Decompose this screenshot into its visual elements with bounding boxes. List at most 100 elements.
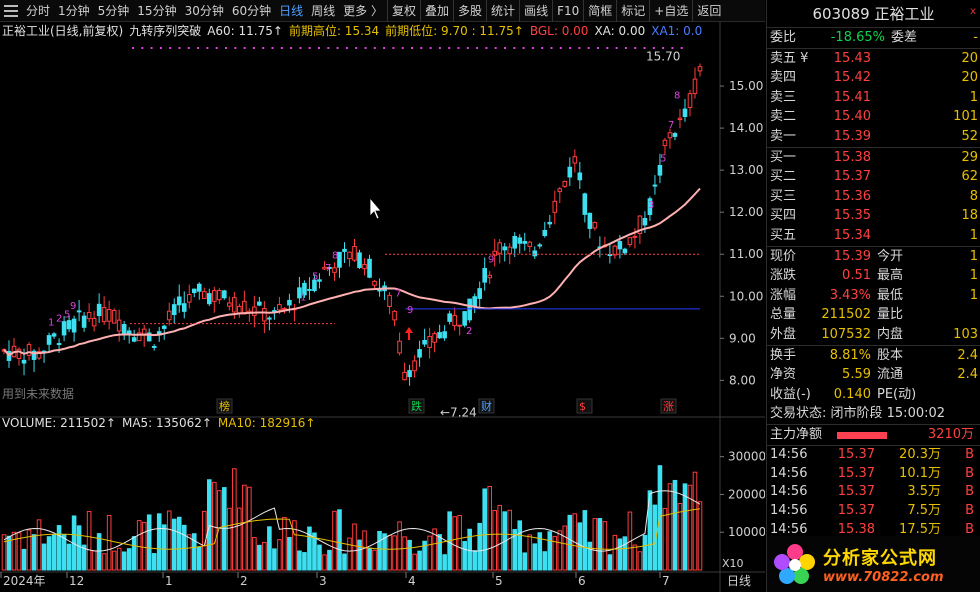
tab-daily[interactable]: 日线 bbox=[279, 3, 304, 18]
stats-label: 收益(-) bbox=[770, 386, 811, 402]
tick-row: 14:56 15.37 20.3万 B bbox=[767, 446, 980, 465]
stats-button[interactable]: 统计 bbox=[486, 0, 519, 22]
tab-60min[interactable]: 60分钟 bbox=[231, 3, 272, 18]
bid-row[interactable]: 买三 15.36 8 bbox=[767, 187, 980, 207]
volume-bar bbox=[432, 528, 437, 571]
candle-body bbox=[422, 340, 427, 345]
tab-1min[interactable]: 1分钟 bbox=[58, 3, 90, 18]
tab-fenshi[interactable]: 分时 bbox=[26, 3, 51, 18]
back-button[interactable]: 返回 bbox=[692, 0, 725, 22]
volume-bar bbox=[352, 523, 357, 571]
indicator-name[interactable]: 九转序列突破 bbox=[129, 24, 202, 38]
signal-dot bbox=[392, 47, 395, 49]
indicator-info-line: 正裕工业(日线,前复权) 九转序列突破 A60: 11.75↑ 前期高位: 15… bbox=[0, 22, 765, 40]
mark-button[interactable]: 标记 bbox=[616, 0, 649, 22]
signal-dot bbox=[178, 47, 181, 49]
sequence-digit: 5 bbox=[660, 154, 666, 165]
volume-bar bbox=[146, 514, 152, 571]
sequence-digit: 9 bbox=[407, 305, 413, 316]
volume-bar bbox=[507, 509, 513, 571]
candle-body bbox=[297, 287, 302, 299]
event-marker-label: 榜 bbox=[219, 399, 230, 413]
ma10-value: MA10: 182916↑ bbox=[217, 416, 316, 430]
tab-more[interactable]: 更多 〉 bbox=[343, 3, 383, 18]
sequence-digit: 7 bbox=[395, 288, 401, 299]
candle-body bbox=[257, 301, 262, 306]
volume-bar bbox=[342, 553, 347, 571]
signal-dot bbox=[624, 47, 627, 49]
fuquan-button[interactable]: 复权 bbox=[387, 0, 420, 22]
tick-volume: 20.3万 bbox=[899, 447, 941, 463]
signal-dot bbox=[150, 47, 153, 49]
ask-row[interactable]: 卖四 15.42 20 bbox=[767, 68, 980, 88]
ask-price: 15.40 bbox=[833, 109, 871, 125]
bid-row[interactable]: 买五 15.34 1 bbox=[767, 226, 980, 246]
stats-row: 收益(-) 0.140 PE(动) bbox=[767, 385, 980, 405]
candle-body bbox=[567, 166, 573, 178]
f10-button[interactable]: F10 bbox=[552, 0, 583, 22]
volume-bar bbox=[392, 535, 397, 571]
candle-body bbox=[397, 340, 402, 354]
kline-chart[interactable]: 15.00 14.00 13.00 12.00 11.00 10.00 9.00 8.00 30… bbox=[0, 22, 765, 592]
tab-30min[interactable]: 30分钟 bbox=[184, 3, 224, 18]
bid-row[interactable]: 买二 15.37 62 bbox=[767, 167, 980, 187]
ask-row[interactable]: 卖一 15.39 52 bbox=[767, 127, 980, 147]
candle-body bbox=[317, 279, 322, 282]
volume-bar bbox=[677, 502, 683, 571]
candle-body bbox=[482, 268, 487, 283]
signal-dot bbox=[215, 47, 218, 49]
signal-dot bbox=[262, 47, 265, 49]
tick-time: 14:56 bbox=[770, 447, 808, 463]
bid-row[interactable]: 买一 15.38 29 bbox=[767, 148, 980, 168]
candle-body bbox=[181, 303, 187, 312]
tick-list[interactable]: 14:56 15.37 20.3万 B 14:56 15.37 10.1万 B 14:56 15.… bbox=[767, 446, 980, 539]
bid-price: 15.36 bbox=[833, 188, 871, 204]
volume-bar bbox=[472, 550, 477, 571]
volume-axis-label: 10000 bbox=[728, 525, 765, 539]
candle-body bbox=[222, 290, 227, 299]
volume-bar bbox=[277, 539, 282, 571]
candle-body bbox=[186, 294, 192, 303]
ask-row[interactable]: 卖二 15.40 101 bbox=[767, 107, 980, 127]
bid-row[interactable]: 买四 15.35 18 bbox=[767, 206, 980, 226]
candle-body bbox=[131, 337, 137, 342]
volume-bar bbox=[542, 551, 548, 571]
tab-15min[interactable]: 15分钟 bbox=[137, 3, 177, 18]
tab-weekly[interactable]: 周线 bbox=[311, 3, 336, 18]
signal-dot bbox=[643, 47, 646, 49]
candle-body bbox=[542, 230, 548, 236]
volume-bar bbox=[141, 521, 147, 571]
quote-label: 涨幅 bbox=[770, 287, 797, 303]
draw-line-button[interactable]: 画线 bbox=[519, 0, 552, 22]
candle-body bbox=[692, 78, 698, 94]
tab-5min[interactable]: 5分钟 bbox=[97, 3, 130, 18]
candle-body bbox=[677, 117, 683, 121]
simple-frame-button[interactable]: 简框 bbox=[583, 0, 616, 22]
kline-chart-area[interactable]: 15.00 14.00 13.00 12.00 11.00 10.00 9.00 8.00 30… bbox=[0, 22, 765, 592]
overlay-button[interactable]: 叠加 bbox=[420, 0, 453, 22]
volume-bar bbox=[487, 486, 492, 571]
close-icon[interactable]: x bbox=[970, 6, 976, 17]
volume-bar bbox=[692, 471, 698, 571]
volume-info-line: VOLUME: 211502↑ MA5: 135062↑ MA10: 18291… bbox=[0, 414, 720, 432]
sequence-digit: 3 bbox=[648, 200, 654, 211]
ma-line bbox=[3, 187, 701, 357]
volume-bar bbox=[567, 514, 573, 571]
signal-dot bbox=[615, 47, 618, 49]
candle-body bbox=[632, 235, 638, 238]
volume-bar bbox=[191, 533, 197, 571]
menu-icon[interactable] bbox=[4, 4, 18, 17]
quote-label: 总量 bbox=[770, 307, 797, 323]
candle-body bbox=[91, 317, 97, 327]
quote-value-2: 1 bbox=[969, 248, 978, 264]
volume-bar bbox=[237, 507, 242, 571]
candle-body bbox=[61, 321, 67, 336]
add-favorite-button[interactable]: +自选 bbox=[649, 0, 692, 22]
quote-row: 涨幅 3.43% 最低 1 bbox=[767, 286, 980, 306]
ask-row[interactable]: 卖五 ¥ 15.43 20 bbox=[767, 49, 980, 69]
ask-row[interactable]: 卖三 15.41 1 bbox=[767, 88, 980, 108]
quote-value-2 bbox=[913, 305, 980, 325]
ask-volume: 101 bbox=[953, 109, 978, 125]
multi-stock-button[interactable]: 多股 bbox=[453, 0, 486, 22]
signal-dot bbox=[597, 47, 599, 49]
